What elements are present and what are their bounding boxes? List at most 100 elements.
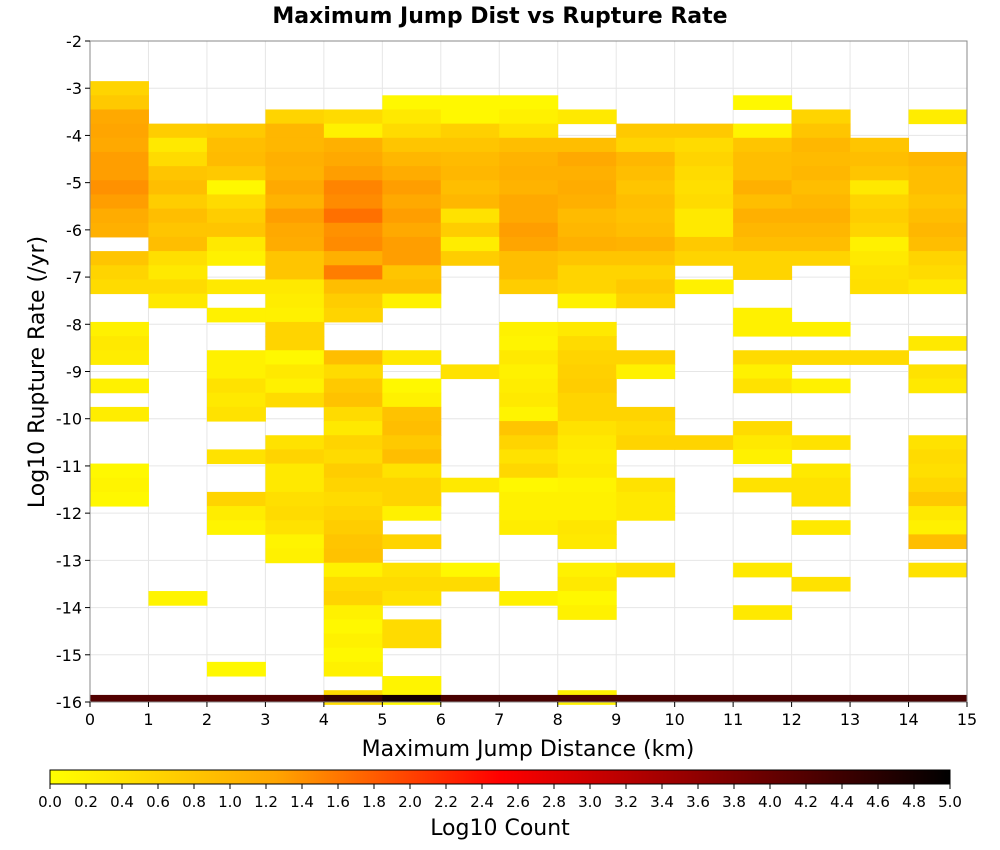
heatmap-cell (148, 151, 208, 167)
heatmap-cell (616, 506, 676, 521)
heatmap-cell (323, 166, 383, 181)
heatmap-cell (557, 364, 617, 380)
heatmap-cell (733, 222, 793, 238)
heatmap-cell (733, 180, 793, 195)
heatmap-cell (674, 166, 734, 181)
heatmap-cell (323, 576, 383, 592)
x-tick-label: 1 (143, 710, 153, 729)
heatmap-cell (382, 406, 442, 422)
heatmap-cell (90, 222, 149, 238)
heatmap-cell (791, 321, 851, 337)
heatmap-cell (616, 222, 676, 238)
heatmap-cell (265, 350, 325, 365)
heatmap-cell (382, 137, 442, 153)
heatmap-cell (265, 251, 325, 266)
heatmap-cell (908, 506, 968, 521)
heatmap-cell (733, 378, 793, 394)
heatmap-cell (733, 421, 793, 436)
heatmap-cell (499, 208, 559, 224)
heatmap-cells (90, 81, 968, 705)
colorbar-tick-label: 5.0 (938, 793, 962, 811)
heatmap-cell (382, 95, 442, 110)
heatmap-cell (265, 548, 325, 564)
heatmap-cell (499, 421, 559, 436)
heatmap-cell (440, 109, 500, 125)
heatmap-cell (791, 109, 851, 125)
heatmap-cell (323, 633, 383, 649)
colorbar-tick-label: 1.4 (290, 793, 314, 811)
heatmap-cell (90, 180, 149, 195)
heatmap-cell (791, 151, 851, 167)
heatmap-cell (850, 180, 910, 195)
colorbar-tick-label: 3.2 (614, 793, 638, 811)
heatmap-cell (616, 350, 676, 365)
heatmap-cell (148, 222, 208, 238)
heatmap-cell (499, 449, 559, 465)
heatmap-cell (265, 392, 325, 408)
heatmap-cell (499, 166, 559, 181)
heatmap-cell (557, 109, 617, 125)
y-tick-label: -11 (56, 457, 82, 476)
heatmap-cell (323, 378, 383, 394)
x-tick-label: 11 (723, 710, 743, 729)
heatmap-cell (323, 180, 383, 195)
heatmap-cell (791, 166, 851, 181)
heatmap-cell (674, 694, 734, 702)
heatmap-cell (323, 605, 383, 620)
heatmap-cell (850, 350, 910, 365)
heatmap-cell (382, 265, 442, 280)
x-axis-ticks: 0 1 2 3 4 5 6 7 8 9 10 11 12 13 14 15 (85, 702, 977, 729)
heatmap-cell (791, 378, 851, 394)
heatmap-cell (499, 151, 559, 167)
heatmap-cell (206, 222, 266, 238)
heatmap-cell (382, 591, 442, 606)
heatmap-cell (206, 350, 266, 365)
heatmap-cell (265, 378, 325, 394)
heatmap-cell (90, 109, 149, 125)
heatmap-cell (440, 151, 500, 167)
heatmap-cell (908, 336, 968, 351)
heatmap-cell (733, 95, 793, 110)
colorbar-tick-label: 4.2 (794, 793, 818, 811)
heatmap-cell (557, 477, 617, 493)
heatmap-cell (440, 137, 500, 153)
heatmap-cell (850, 166, 910, 181)
heatmap-cell (265, 208, 325, 224)
heatmap-cell (499, 506, 559, 521)
heatmap-cell (265, 694, 325, 702)
heatmap-cell (265, 293, 325, 309)
heatmap-cell (323, 421, 383, 436)
colorbar-tick-label: 2.6 (506, 793, 530, 811)
heatmap-cell (674, 137, 734, 153)
heatmap-cell (90, 463, 149, 479)
heatmap-cell (908, 562, 968, 578)
heatmap-cell (440, 194, 500, 210)
heatmap-cell (733, 307, 793, 323)
y-tick-label: -13 (56, 551, 82, 570)
heatmap-cell (323, 491, 383, 507)
heatmap-cell (557, 251, 617, 266)
heatmap-cell (908, 236, 968, 252)
heatmap-cell (265, 180, 325, 195)
heatmap-cell (499, 491, 559, 507)
colorbar-tick-label: 1.0 (218, 793, 242, 811)
heatmap-cell (850, 265, 910, 280)
heatmap-cell (616, 236, 676, 252)
heatmap-cell (616, 477, 676, 493)
heatmap-cell (90, 81, 149, 96)
heatmap-cell (323, 534, 383, 550)
heatmap-cell (557, 449, 617, 465)
heatmap-cell (323, 392, 383, 408)
heatmap-cell (791, 137, 851, 153)
heatmap-cell (499, 477, 559, 493)
heatmap-cell (206, 392, 266, 408)
heatmap-cell (557, 236, 617, 252)
heatmap-cell (908, 491, 968, 507)
heatmap-cell (323, 265, 383, 280)
heatmap-cell (616, 279, 676, 295)
heatmap-cell (382, 208, 442, 224)
heatmap-cell (440, 222, 500, 238)
heatmap-cell (323, 194, 383, 210)
x-tick-label: 2 (202, 710, 212, 729)
